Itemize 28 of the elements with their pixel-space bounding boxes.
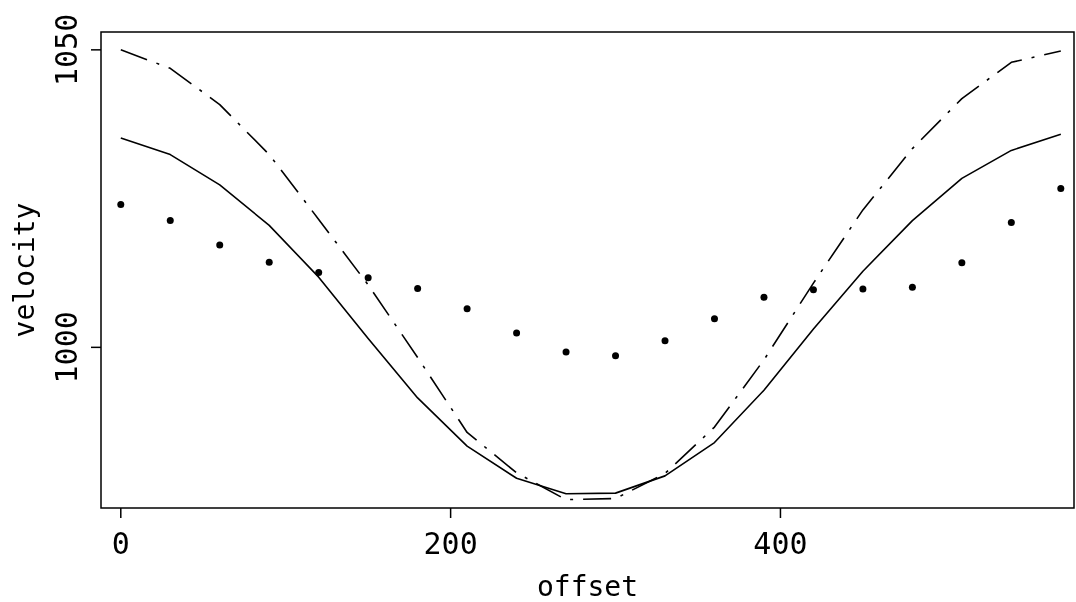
point [908, 283, 916, 291]
point [463, 305, 471, 313]
y-tick-label: 1050 [49, 13, 84, 86]
point [710, 315, 718, 323]
y-tick-label: 1000 [49, 311, 84, 384]
x-tick-label: 0 [111, 526, 130, 561]
line-series [119, 49, 1062, 501]
point [562, 348, 570, 356]
point [612, 352, 620, 360]
point [809, 286, 817, 294]
x-axis-title: offset [536, 570, 639, 602]
point [315, 268, 323, 276]
point [859, 285, 867, 293]
point [1057, 184, 1065, 192]
point [216, 241, 224, 249]
x-tick-label: 400 [753, 526, 808, 561]
point [265, 258, 273, 266]
point [414, 284, 422, 292]
point [166, 217, 174, 225]
x-tick-label: 200 [423, 526, 478, 561]
point [760, 293, 768, 301]
point [661, 337, 669, 345]
point [364, 274, 372, 282]
point [1007, 218, 1015, 226]
point [513, 329, 521, 337]
point [958, 259, 966, 267]
point [117, 201, 125, 209]
y-axis-title: velocity [8, 202, 41, 338]
